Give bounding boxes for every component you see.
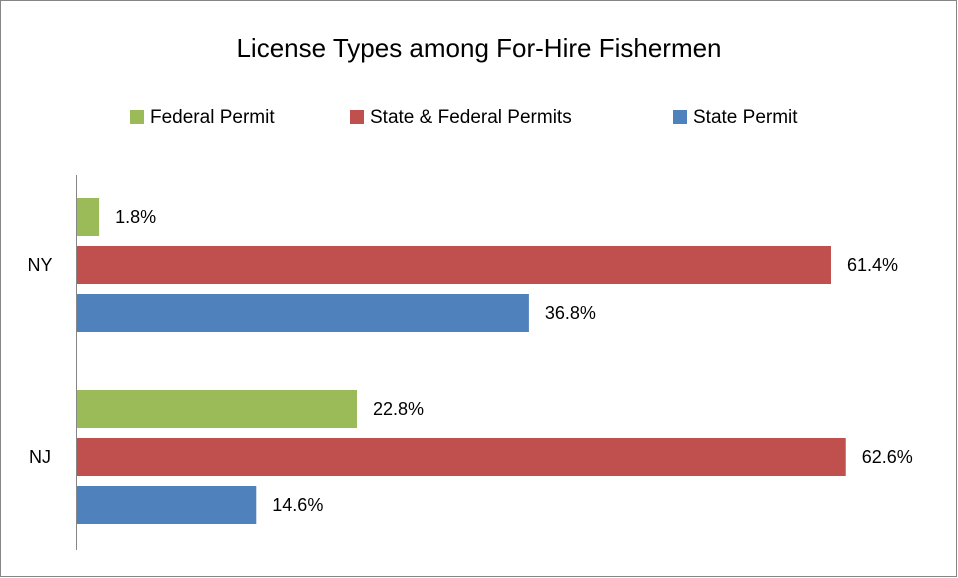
value-label: 61.4%	[847, 255, 898, 275]
legend-label: State Permit	[693, 107, 798, 128]
bar	[77, 390, 357, 428]
category-label: NJ	[29, 447, 51, 467]
bar	[77, 438, 846, 476]
legend-swatch	[130, 110, 144, 124]
category-label: NY	[27, 255, 52, 275]
chart-title: License Types among For-Hire Fishermen	[236, 33, 721, 63]
legend-swatch	[673, 110, 687, 124]
value-label: 36.8%	[545, 303, 596, 323]
legend-label: Federal Permit	[150, 107, 275, 128]
value-label: 62.6%	[862, 447, 913, 467]
value-label: 1.8%	[115, 207, 156, 227]
bar	[77, 486, 257, 524]
bar	[77, 246, 831, 284]
bar	[77, 294, 529, 332]
value-label: 14.6%	[272, 495, 323, 515]
legend-swatch	[350, 110, 364, 124]
legend-label: State & Federal Permits	[370, 107, 572, 128]
value-label: 22.8%	[373, 399, 424, 419]
bar	[77, 198, 100, 236]
